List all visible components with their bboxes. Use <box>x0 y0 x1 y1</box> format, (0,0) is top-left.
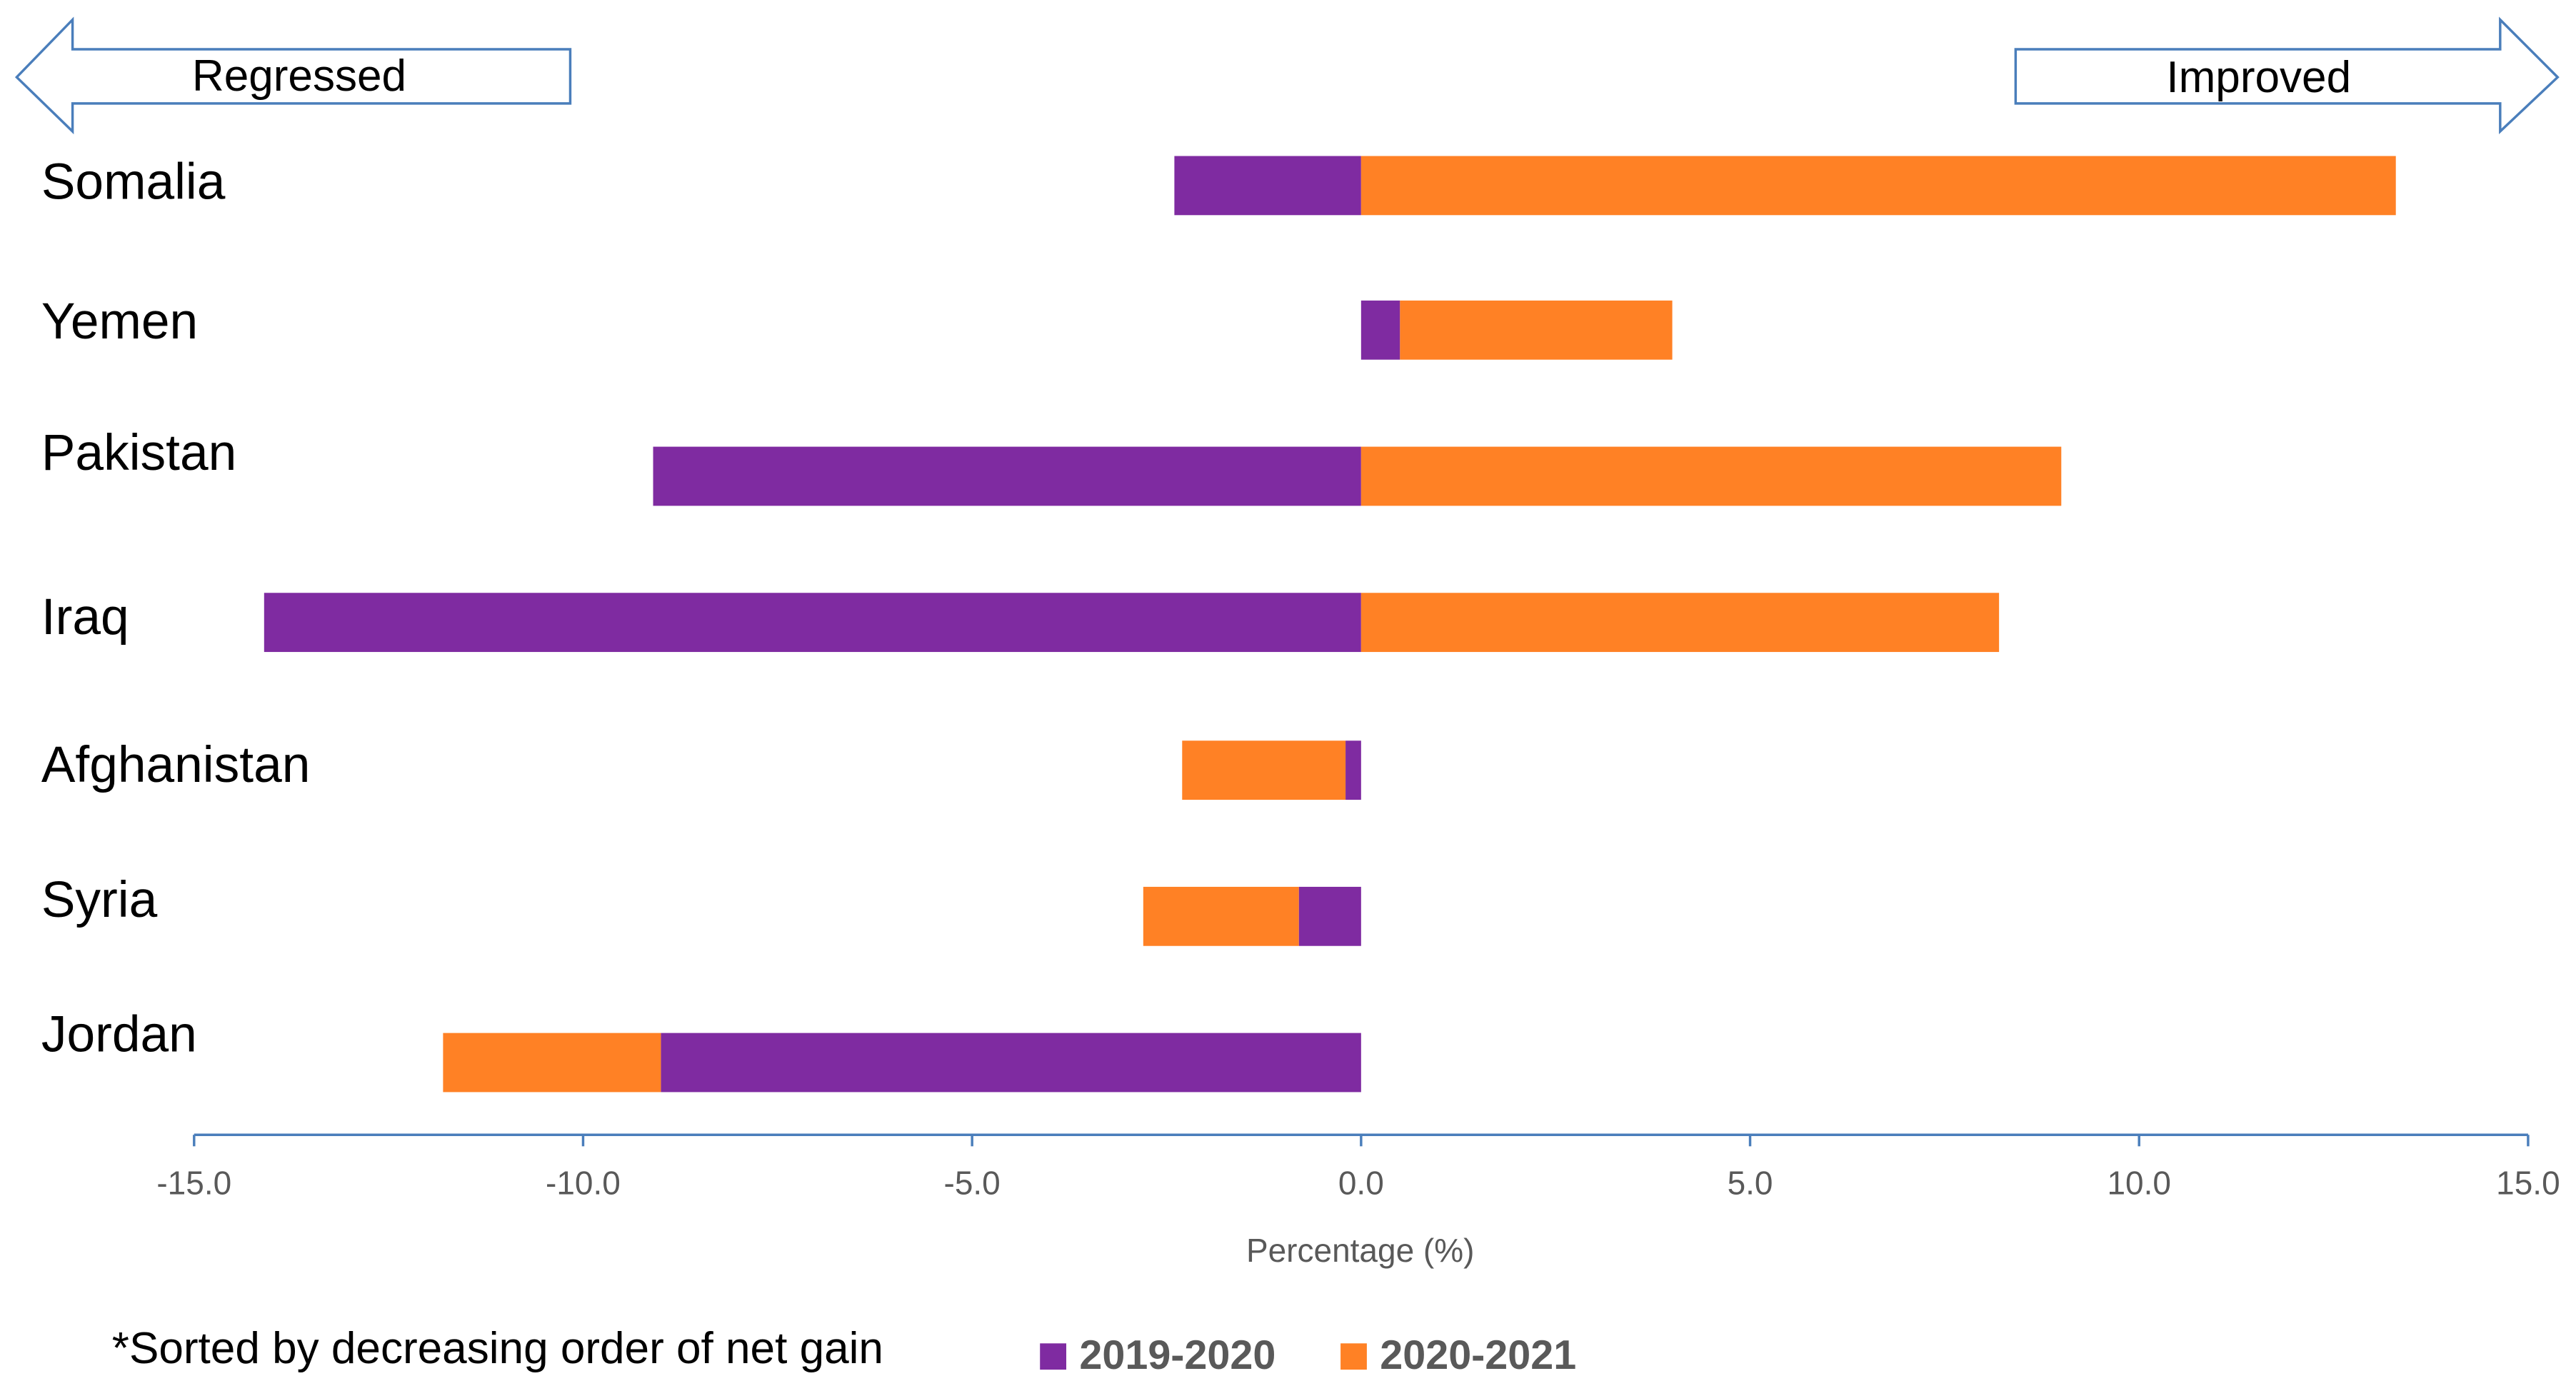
category-label: Pakistan <box>41 424 236 481</box>
bar-segment <box>1345 740 1361 800</box>
category-label: Afghanistan <box>41 736 311 793</box>
bar-segment <box>661 1033 1361 1093</box>
footnote: *Sorted by decreasing order of net gain <box>112 1324 883 1373</box>
x-tick-label: -10.0 <box>546 1165 621 1202</box>
x-axis-title: Percentage (%) <box>1246 1232 1475 1269</box>
category-label: Yemen <box>41 293 198 350</box>
regressed-label: Regressed <box>192 51 406 101</box>
x-tick-label: -5.0 <box>944 1165 1001 1202</box>
category-label: Syria <box>41 871 158 928</box>
legend-swatch <box>1040 1343 1067 1370</box>
legend-label: 2020-2021 <box>1380 1332 1576 1378</box>
plot: -15.0 -10.0 -5.0 0.0 5.0 10.0 15.0 Somalia Yemen… <box>41 154 2560 1378</box>
bar-segment <box>1143 886 1299 946</box>
bar-segment <box>264 593 1361 653</box>
category-label: Jordan <box>41 1005 197 1063</box>
bar-segment <box>1174 156 1361 216</box>
x-tick-label: 5.0 <box>1728 1165 1773 1202</box>
regressed-arrow <box>14 16 572 135</box>
bar-segment <box>653 446 1361 506</box>
bar-segment <box>1400 300 1673 360</box>
x-tick-label: 15.0 <box>2496 1165 2560 1202</box>
bar-segment <box>1182 740 1346 800</box>
bar-segment <box>1360 446 2062 506</box>
bar-segment <box>1360 156 2396 216</box>
x-tick-label: 10.0 <box>2107 1165 2171 1202</box>
bar-segment <box>443 1033 661 1093</box>
category-label: Somalia <box>41 154 226 211</box>
legend-label: 2019-2020 <box>1079 1332 1276 1378</box>
x-tick-label: 0.0 <box>1338 1165 1384 1202</box>
legend-swatch <box>1340 1343 1367 1370</box>
bar-segment <box>1360 593 2000 653</box>
bar-segment <box>1298 886 1361 946</box>
improved-arrow <box>2014 16 2560 134</box>
bar-segment <box>1360 300 1400 360</box>
improved-label: Improved <box>2166 53 2351 102</box>
category-label: Iraq <box>41 588 129 646</box>
x-tick-label: -15.0 <box>156 1165 231 1202</box>
